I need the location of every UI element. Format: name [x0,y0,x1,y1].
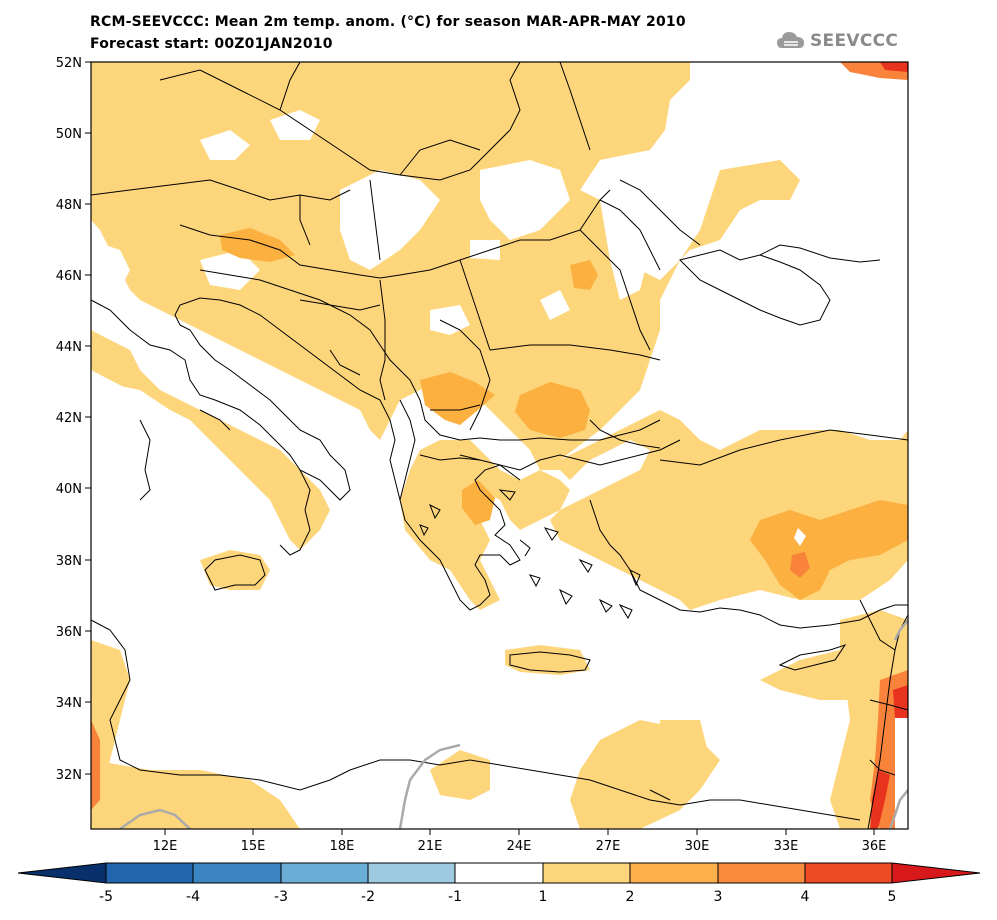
colorbar-label: -5 [99,889,113,905]
latitude-axis [85,61,91,775]
grey-contours [119,619,908,829]
lat-label-34n: 34N [56,696,82,711]
colorbar-segment [717,862,806,884]
seevccc-logo: SEEVCCC [776,26,898,56]
lat-label-46n: 46N [56,269,82,284]
map-title: RCM-SEEVCCC: Mean 2m temp. anom. (°C) fo… [90,14,686,30]
colorbar-label: 4 [801,889,810,905]
lon-label-24e: 24E [507,839,532,854]
colorbar-label: -3 [274,889,288,905]
lon-label-33e: 33E [774,839,799,854]
colorbar-label: 3 [714,889,723,905]
colorbar-segment [804,862,893,884]
lat-label-42n: 42N [56,411,82,426]
colorbar: -5 -4 -3 -2 -1 1 2 3 4 5 [17,862,981,905]
colorbar-segment [454,862,544,884]
map-frame [90,61,909,830]
colorbar-extend-low [17,862,107,884]
lat-label-38n: 38N [56,554,82,569]
colorbar-segment [629,862,719,884]
lat-label-50n: 50N [56,127,82,142]
lat-label-52n: 52N [56,56,82,71]
colorbar-segment [280,862,369,884]
lon-label-36e: 36E [862,839,887,854]
forecast-start-label: Forecast start: 00Z01JAN2010 [90,36,333,52]
neutral-spot [794,528,806,546]
coastlines [91,244,908,829]
missing-data-block [895,718,908,829]
colorbar-segment [367,862,456,884]
lat-label-48n: 48N [56,198,82,213]
logo-text: SEEVCCC [810,31,899,51]
colorbar-label: 1 [539,889,548,905]
colorbar-segment [542,862,631,884]
colorbar-label: -1 [448,889,462,905]
lat-label-32n: 32N [56,768,82,783]
lon-label-21e: 21E [418,839,443,854]
anomaly-very-strong-areas [870,62,908,829]
longitude-labels: 12E 15E 18E 21E 24E 27E 30E 33E 36E [153,839,887,854]
lat-label-40n: 40N [56,482,82,497]
colorbar-label: -2 [361,889,375,905]
lon-label-12e: 12E [153,839,178,854]
lon-label-15e: 15E [241,839,266,854]
lon-label-27e: 27E [596,839,621,854]
neutral-areas [91,62,908,460]
colorbar-label: 5 [888,889,897,905]
colorbar-segment [105,862,194,884]
colorbar-segment [192,862,282,884]
lat-label-44n: 44N [56,340,82,355]
longitude-axis [164,829,875,835]
lon-label-30e: 30E [685,839,710,854]
latitude-labels: 52N 50N 48N 46N 44N 42N 40N 38N 36N 34N … [56,56,82,783]
colorbar-label: -4 [186,889,200,905]
colorbar-label: 2 [626,889,635,905]
colorbar-extend-high [891,862,981,884]
country-borders [91,62,908,801]
anomaly-medium-areas [220,228,908,600]
lat-label-36n: 36N [56,625,82,640]
map-area [91,62,908,829]
cloud-icon [777,32,804,48]
lon-label-18e: 18E [330,839,355,854]
